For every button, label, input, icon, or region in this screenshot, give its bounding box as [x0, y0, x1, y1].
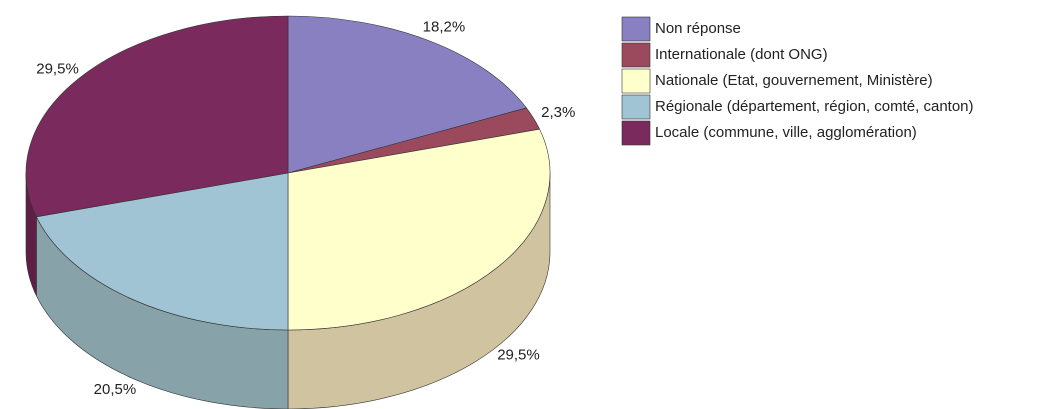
data-label: 29,5%: [497, 347, 540, 364]
pie-slice: [287, 128, 551, 331]
legend-label: Locale (commune, ville, agglomération): [655, 124, 917, 141]
data-label: 2,3%: [541, 104, 575, 121]
data-label: 18,2%: [423, 19, 466, 36]
data-label: 20,5%: [94, 381, 137, 398]
pie-slice: [36, 172, 289, 331]
legend-swatch: [621, 16, 651, 42]
legend-label: Non réponse: [655, 20, 741, 37]
pie-slice: [25, 15, 289, 218]
legend-swatch: [621, 68, 651, 94]
legend-swatch: [621, 120, 651, 146]
legend-swatch: [621, 42, 651, 68]
legend-label: Internationale (dont ONG): [655, 46, 828, 63]
legend-label: Régionale (département, région, comté, c…: [655, 98, 974, 115]
legend-swatch: [621, 94, 651, 120]
data-label: 29,5%: [36, 60, 79, 77]
pie-slice: [287, 15, 527, 174]
legend-label: Nationale (Etat, gouvernement, Ministère…: [655, 72, 933, 89]
